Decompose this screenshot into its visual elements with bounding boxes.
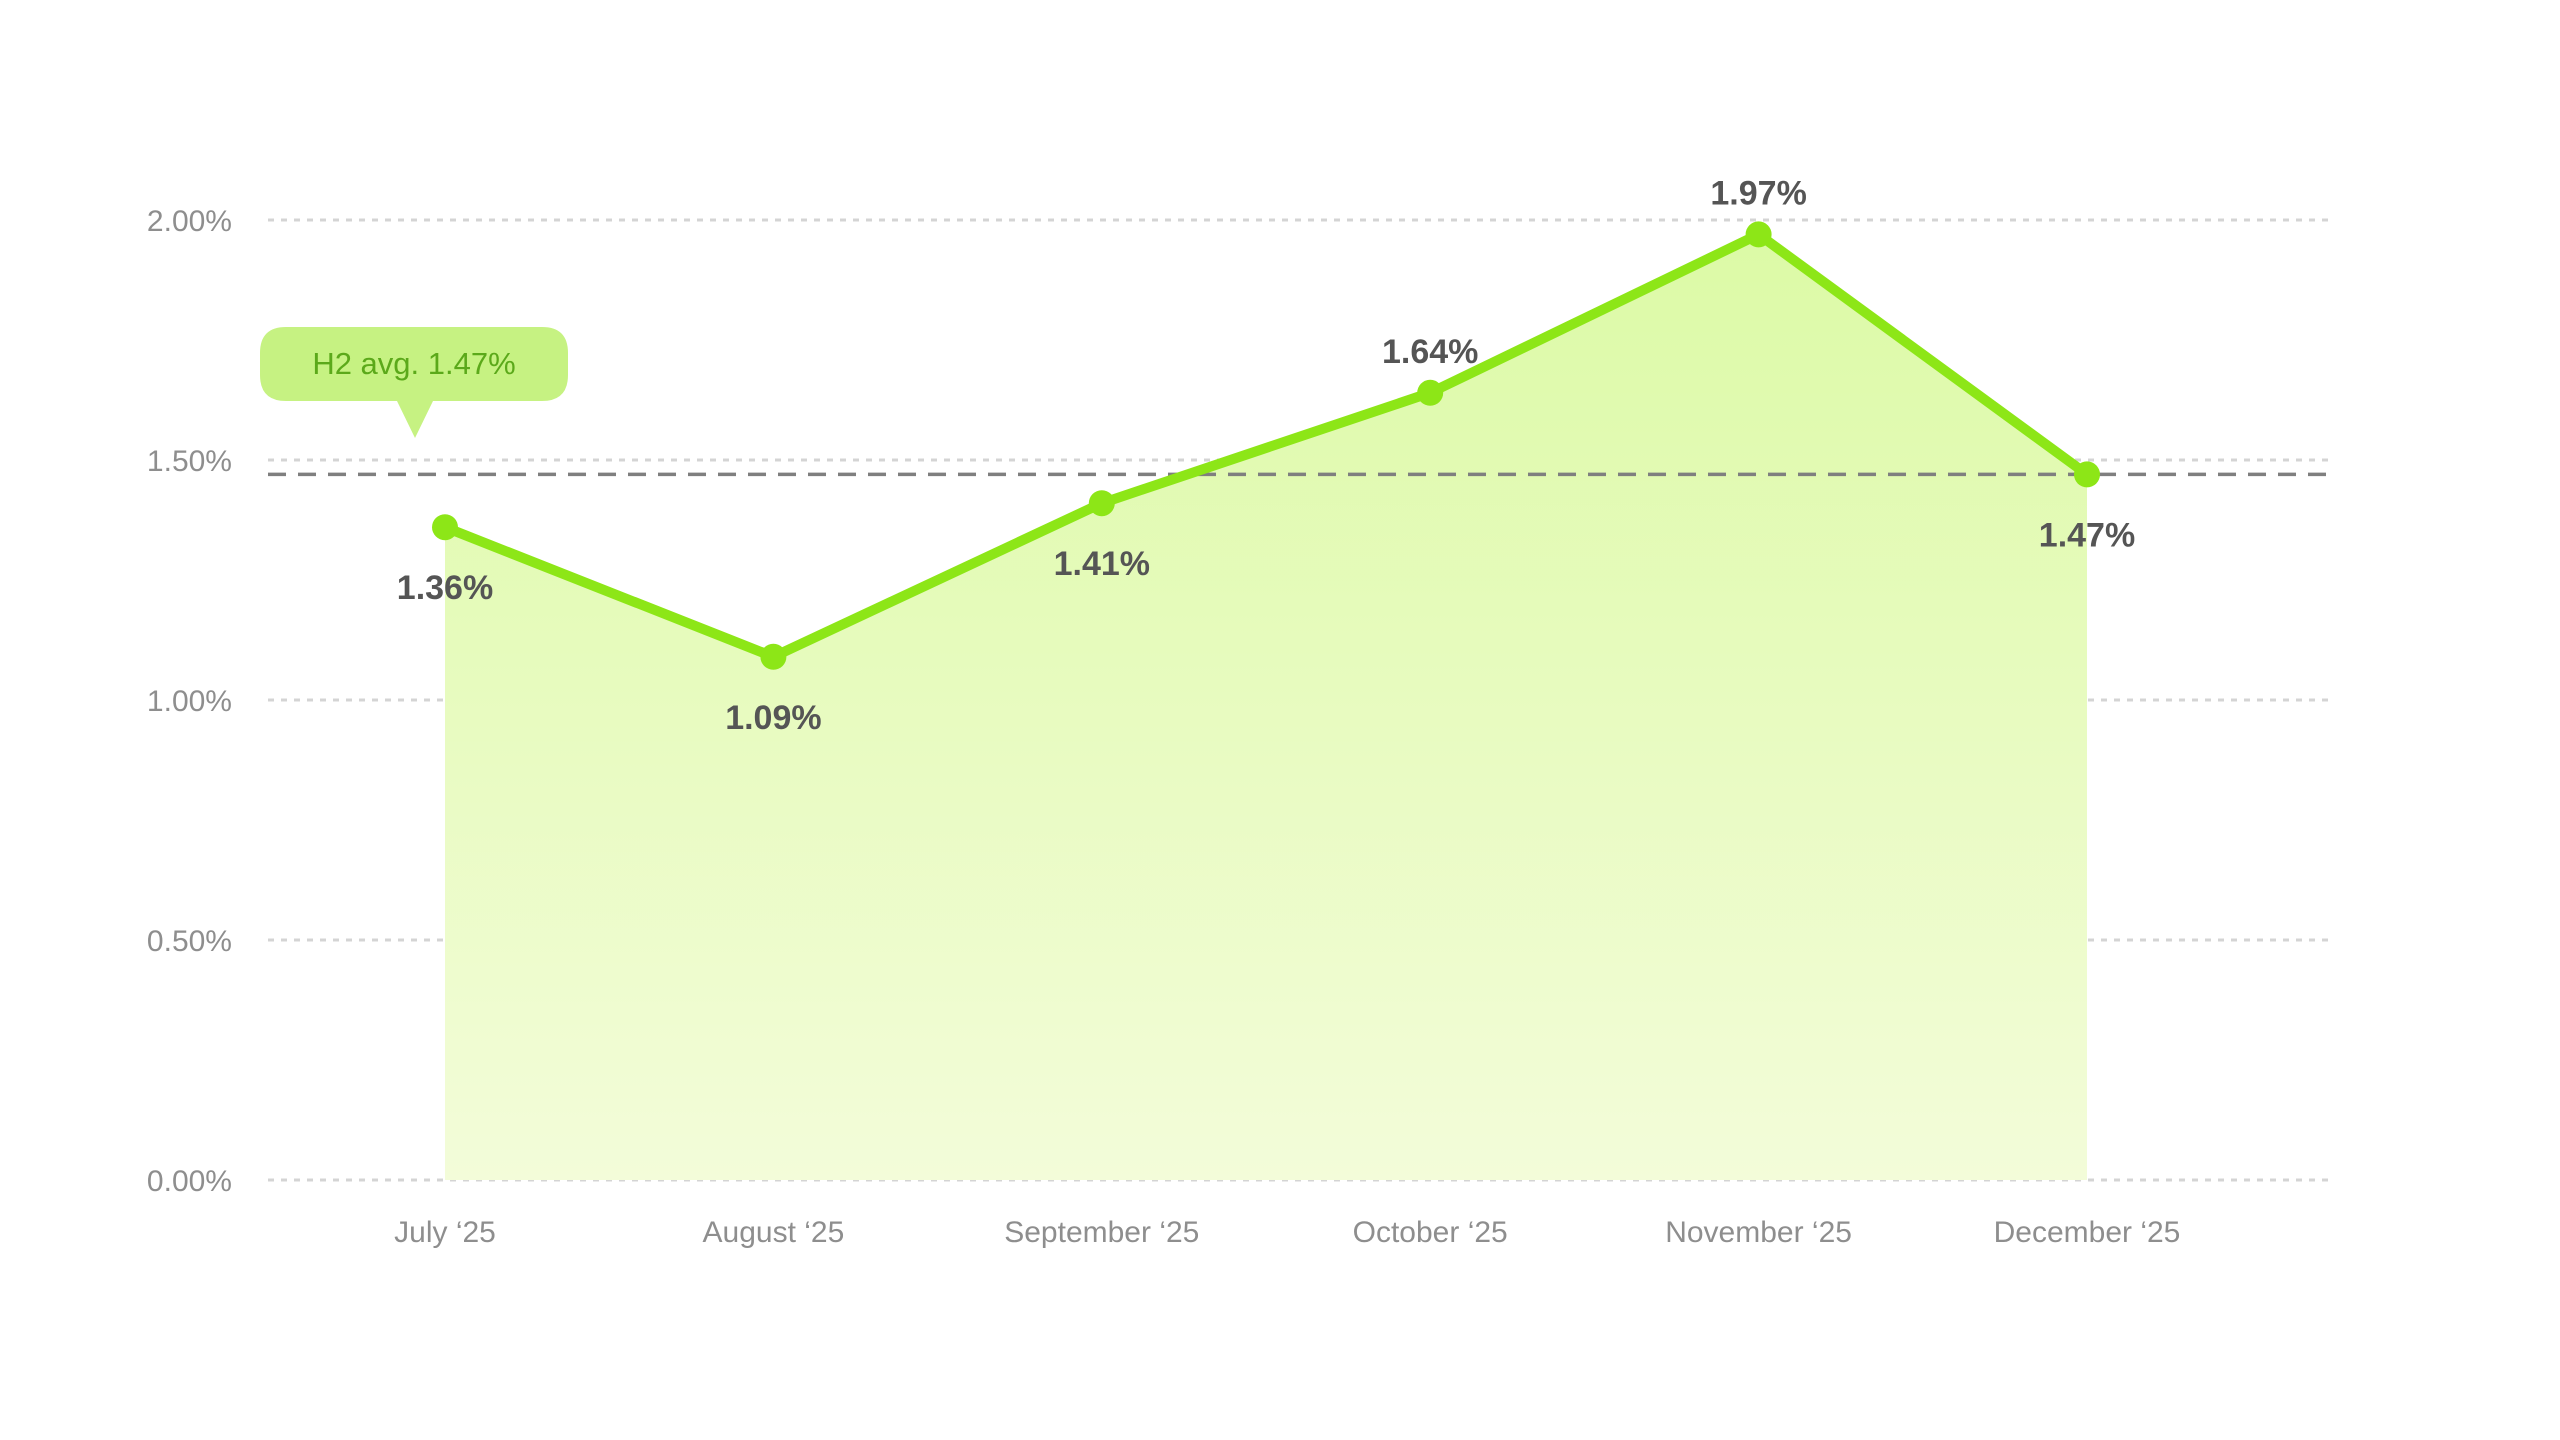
data-label: 1.09%: [725, 699, 821, 737]
x-tick-label: September ‘25: [1004, 1216, 1199, 1249]
series-line: [440, 229, 2092, 662]
data-label: 1.36%: [397, 569, 493, 607]
data-point[interactable]: [760, 643, 787, 670]
data-point[interactable]: [1417, 379, 1444, 406]
x-tick-label: August ‘25: [703, 1216, 845, 1249]
y-tick-label: 1.00%: [147, 685, 232, 718]
y-tick-label: 2.00%: [147, 205, 232, 238]
data-point[interactable]: [2074, 461, 2100, 488]
average-callout: H2 avg. 1.47%: [260, 327, 568, 438]
x-tick-label: November ‘25: [1665, 1216, 1852, 1249]
data-labels: 1.36% 1.09% 1.41% 1.64% 1.97% 1.47%: [397, 174, 2135, 736]
average-callout-bubble: [260, 327, 568, 438]
data-label: 1.41%: [1054, 545, 1150, 583]
x-axis-ticks: July ‘25 August ‘25 September ‘25 October ‘…: [394, 1216, 2180, 1249]
data-label: 1.64%: [1382, 333, 1478, 371]
x-tick-label: October ‘25: [1353, 1216, 1508, 1249]
average-callout-label: H2 avg. 1.47%: [312, 346, 515, 381]
x-tick-label: December ‘25: [1994, 1216, 2181, 1249]
data-point[interactable]: [1088, 490, 1115, 517]
y-tick-label: 0.00%: [147, 1165, 232, 1198]
y-axis-ticks: 0.00% 0.50% 1.00% 1.50% 2.00%: [147, 205, 232, 1198]
x-tick-label: July ‘25: [394, 1216, 496, 1249]
area-fill: [445, 234, 2087, 1180]
data-label: 1.97%: [1710, 174, 1806, 212]
y-tick-label: 0.50%: [147, 925, 232, 958]
data-label: 1.47%: [2039, 516, 2135, 554]
area-fill-layer: [445, 234, 2087, 1180]
series-line-layer: [440, 229, 2092, 662]
data-point[interactable]: [432, 514, 458, 541]
y-tick-label: 1.50%: [147, 445, 232, 478]
data-point[interactable]: [1745, 221, 1772, 248]
data-points: [432, 221, 2100, 670]
